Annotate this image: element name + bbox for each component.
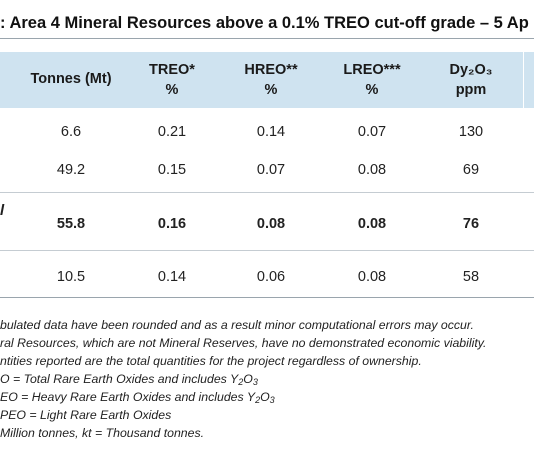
cell-dy2o3: 69 [462,162,480,178]
cell-hreo: 0.07 [256,162,286,178]
cell-lreo: 0.08 [357,269,387,285]
header-dy2o3: Dy₂O₃ ppm [449,62,493,98]
note-quantities: ntities reported are the total quantitie… [0,354,422,368]
cell-lreo-total: 0.08 [357,216,387,232]
cell-treo: 0.15 [157,162,187,178]
note-resources: ral Resources, which are not Mineral Res… [0,336,487,350]
cell-tonnes: 10.5 [56,269,86,285]
cell-dy2o3: 58 [462,269,480,285]
cell-tonnes: 6.6 [60,124,82,140]
table-header [0,52,534,108]
cell-hreo: 0.06 [256,269,286,285]
title-divider [0,38,534,39]
cell-hreo-total: 0.08 [256,216,286,232]
cell-treo: 0.21 [157,124,187,140]
cell-dy2o3: 130 [458,124,484,140]
cell-hreo: 0.14 [256,124,286,140]
cell-lreo: 0.07 [357,124,387,140]
cell-treo: 0.14 [157,269,187,285]
table-bottom-rule [0,297,534,298]
cell-dy2o3-total: 76 [462,216,480,232]
header-hreo: HREO**% [244,62,298,98]
note-treo: O = Total Rare Earth Oxides and includes… [0,372,258,387]
row-divider [0,192,534,193]
cell-treo-total: 0.16 [157,216,187,232]
cell-tonnes-total: 55.8 [56,216,86,232]
row-marker: l [0,202,5,219]
note-rounding: bulated data have been rounded and as a … [0,318,474,332]
table-title: : Area 4 Mineral Resources above a 0.1% … [0,14,529,32]
note-units: Million tonnes, kt = Thousand tonnes. [0,426,205,440]
row-divider [0,250,534,251]
note-hreo: EO = Heavy Rare Earth Oxides and include… [0,390,275,405]
note-lreo: PEO = Light Rare Earth Oxides [0,408,172,422]
header-treo: TREO*% [149,62,195,98]
cell-lreo: 0.08 [357,162,387,178]
header-tonnes: Tonnes (Mt) [30,71,112,87]
header-edge [523,52,524,108]
header-lreo: LREO***% [343,62,401,98]
cell-tonnes: 49.2 [56,162,86,178]
